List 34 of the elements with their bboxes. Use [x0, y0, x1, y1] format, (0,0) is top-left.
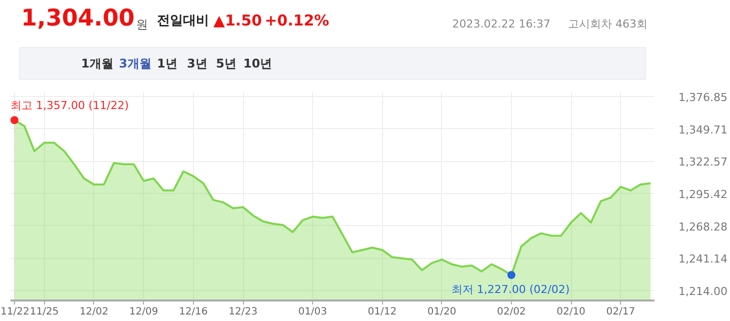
text: 1년 [156, 56, 178, 70]
x-tick-label: 01/20 [427, 306, 456, 318]
x-tick-label: 01/12 [368, 306, 397, 318]
x-tick-label: 02/10 [556, 306, 586, 318]
text: 10년 [243, 56, 272, 70]
x-tick-label: 12/02 [80, 306, 108, 318]
annotation: 최고 1,357.00 (11/22) [10, 99, 129, 112]
y-tick-label: 1,268.28 [678, 220, 728, 234]
chart-title: 1,304.00 [21, 6, 135, 32]
text: ▲1.50 [213, 12, 262, 30]
text: +0.12% [264, 12, 330, 30]
text: 3년 [186, 56, 208, 70]
x-tick-label: 12/23 [228, 306, 258, 318]
text: 전일대비 [156, 14, 209, 28]
annotation: 최저 1,227.00 (02/02) [451, 283, 570, 296]
x-tick-label: 02/02 [496, 306, 526, 318]
x-tick-label: 02/17 [606, 306, 636, 318]
x-tick-label: 12/09 [129, 306, 158, 318]
x-tick-label: 12/16 [178, 306, 208, 318]
text: 3개월 [119, 56, 152, 70]
text: 5년 [216, 56, 236, 70]
y-tick-label: 1,241.14 [678, 252, 728, 266]
x-tick-label: 01/03 [298, 306, 328, 318]
text: 원 [136, 18, 148, 32]
x-tick-label: 11/22 [0, 306, 30, 318]
y-tick-label: 1,295.42 [678, 188, 728, 201]
text: 1개월 [81, 56, 114, 70]
y-tick-label: 1,376.85 [678, 90, 728, 104]
text: 2023.02.22 16:37 [452, 18, 550, 30]
x-tick-label: 11/25 [30, 306, 59, 318]
y-tick-label: 1,322.57 [678, 156, 728, 169]
y-tick-label: 1,214.00 [678, 284, 728, 298]
text: 고시회차 463회 [568, 18, 648, 30]
y-tick-label: 1,349.71 [678, 123, 728, 136]
